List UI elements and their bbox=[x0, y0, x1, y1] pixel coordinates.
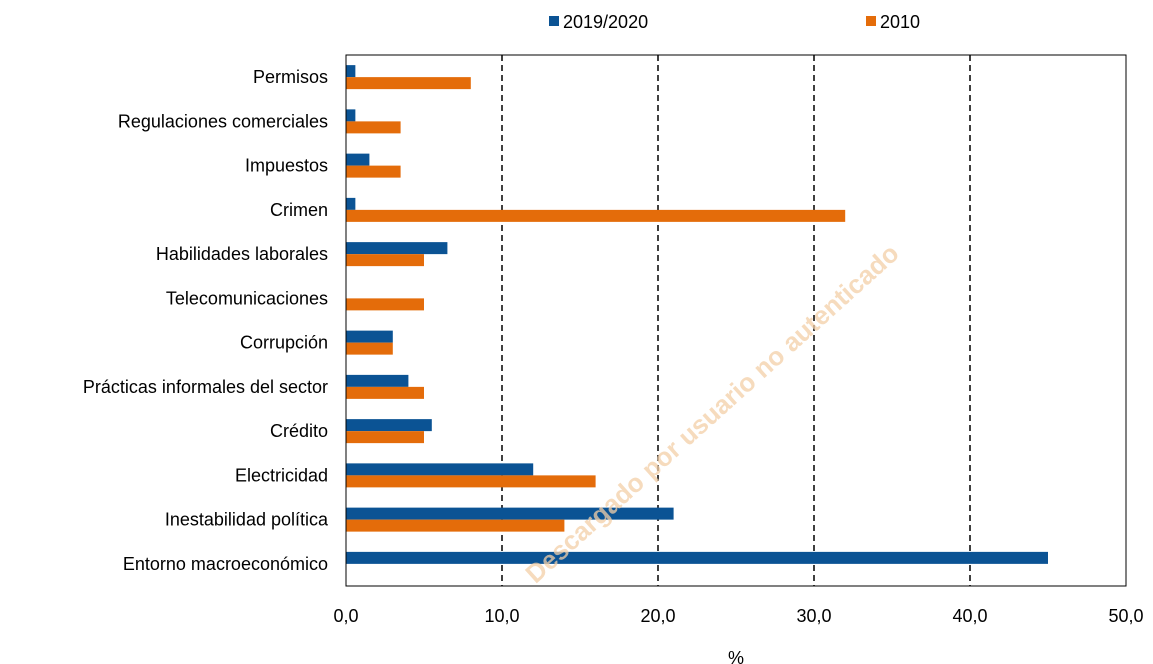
legend: 2019/2020 2010 bbox=[549, 12, 920, 32]
x-axis-title: % bbox=[728, 648, 744, 664]
bar-series-1 bbox=[346, 374, 409, 387]
bar-series-1 bbox=[346, 242, 448, 255]
bar-series-1 bbox=[346, 419, 432, 432]
category-label: Telecomunicaciones bbox=[166, 288, 328, 308]
bar-series-2 bbox=[346, 77, 471, 90]
legend-swatch bbox=[549, 16, 559, 26]
category-label: Regulaciones comerciales bbox=[118, 111, 328, 131]
bar-series-1 bbox=[346, 551, 1048, 564]
category-label: Inestabilidad política bbox=[165, 510, 329, 530]
x-tick-label: 40,0 bbox=[952, 606, 987, 626]
watermark-text: Descargado por usuario no autenticado bbox=[519, 238, 904, 589]
category-label: Permisos bbox=[253, 67, 328, 87]
x-tick-label: 50,0 bbox=[1108, 606, 1143, 626]
bar-series-2 bbox=[346, 386, 424, 399]
bar-series-2 bbox=[346, 519, 565, 532]
category-label: Crédito bbox=[270, 421, 328, 441]
gridlines bbox=[501, 55, 971, 586]
category-label: Habilidades laborales bbox=[156, 244, 328, 264]
x-tick-label: 20,0 bbox=[640, 606, 675, 626]
category-label: Electricidad bbox=[235, 465, 328, 485]
bar-series-2 bbox=[346, 298, 424, 311]
bar-series-2 bbox=[346, 475, 596, 488]
bar-series-1 bbox=[346, 65, 356, 78]
bar-series-1 bbox=[346, 197, 356, 210]
legend-label: 2010 bbox=[880, 12, 920, 32]
legend-swatch bbox=[866, 16, 876, 26]
bar-series-2 bbox=[346, 121, 401, 134]
tick-labels: 0,0 10,0 20,0 30,0 40,0 50,0 bbox=[333, 606, 1143, 626]
bar-series-1 bbox=[346, 109, 356, 122]
category-labels: Permisos Regulaciones comerciales Impuesto… bbox=[83, 67, 329, 574]
category-label: Entorno macroeconómico bbox=[123, 554, 328, 574]
bar-series-1 bbox=[346, 507, 674, 520]
bar-series-2 bbox=[346, 254, 424, 267]
bar-series-1 bbox=[346, 463, 534, 476]
x-tick-label: 10,0 bbox=[484, 606, 519, 626]
category-label: Prácticas informales del sector bbox=[83, 377, 328, 397]
bar-series-2 bbox=[346, 342, 393, 355]
category-label: Crimen bbox=[270, 200, 328, 220]
legend-label: 2019/2020 bbox=[563, 12, 648, 32]
bar-series-1 bbox=[346, 330, 393, 343]
x-tick-label: 30,0 bbox=[796, 606, 831, 626]
plot-frame bbox=[345, 54, 1127, 587]
bar-series-2 bbox=[346, 209, 846, 222]
bar-series-2 bbox=[346, 431, 424, 444]
category-label: Corrupción bbox=[240, 333, 328, 353]
x-tick-label: 0,0 bbox=[333, 606, 358, 626]
bar-series-1 bbox=[346, 153, 370, 166]
category-label: Impuestos bbox=[245, 156, 328, 176]
bar-series-2 bbox=[346, 165, 401, 178]
bars bbox=[346, 65, 1048, 564]
